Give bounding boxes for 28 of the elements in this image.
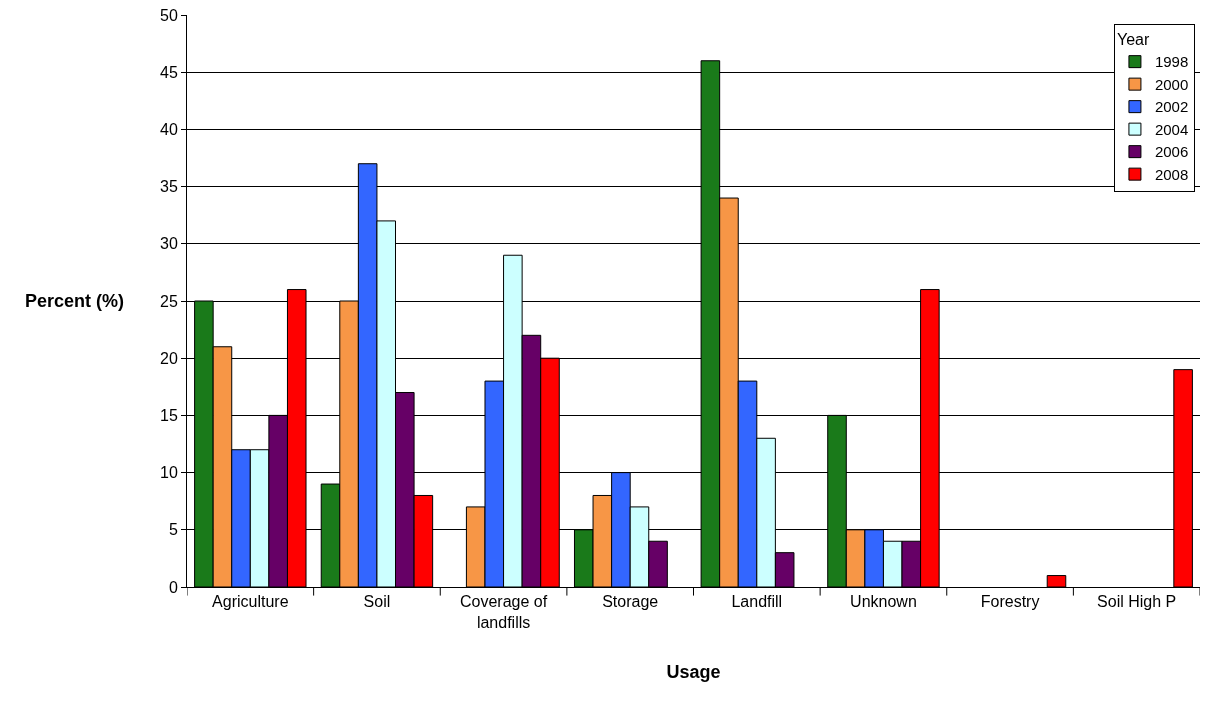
y-tick-label: 25 [160, 292, 178, 310]
x-tick-label: Soil High P [1097, 593, 1177, 611]
y-tick-label: 5 [168, 521, 178, 539]
y-tick-label: 0 [168, 578, 178, 596]
legend-label: 2008 [1154, 165, 1189, 183]
x-axis-title: Usage [666, 662, 721, 683]
y-tick-label: 40 [160, 121, 178, 138]
x-tick-label: Soil [363, 593, 391, 611]
legend-label: 2002 [1154, 98, 1189, 116]
y-axis-title: Percent (%) [25, 291, 125, 311]
legend-label: 2004 [1154, 120, 1189, 138]
x-tick-label: Unknown [850, 593, 917, 611]
legend-label: 1998 [1154, 53, 1189, 71]
legend-label: 2000 [1154, 75, 1189, 93]
x-tick-label: Forestry [980, 593, 1040, 611]
x-tick-label: Coverage of landfills [459, 593, 548, 631]
x-tick-label: Landfill [731, 593, 783, 611]
legend-label: 2006 [1154, 143, 1189, 161]
x-tick-label: Agriculture [212, 593, 289, 611]
y-tick-label: 10 [160, 464, 178, 482]
y-tick-label: 15 [160, 407, 178, 424]
y-tick-label: 20 [160, 349, 178, 367]
y-tick-label: 35 [160, 178, 178, 196]
y-tick-label: 30 [160, 235, 178, 253]
y-tick-label: 45 [160, 63, 178, 81]
y-tick-label: 50 [160, 6, 178, 24]
legend-title: Year [1116, 31, 1150, 49]
x-tick-label: Storage [602, 593, 659, 611]
